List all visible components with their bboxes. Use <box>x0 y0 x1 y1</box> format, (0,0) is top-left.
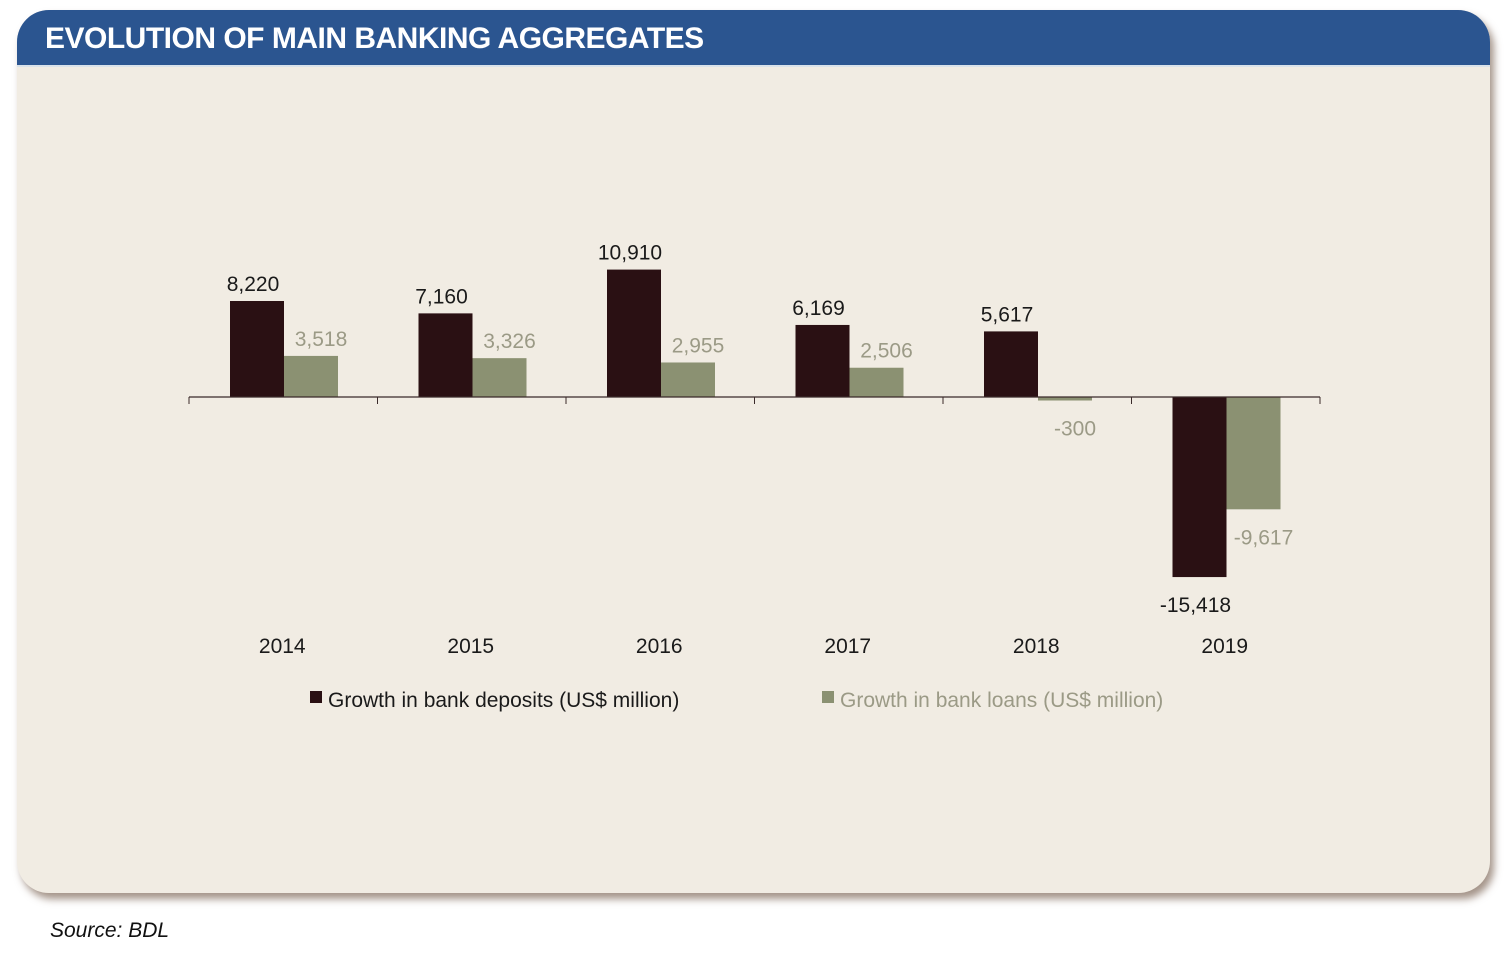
legend-label: Growth in bank deposits (US$ million) <box>328 689 679 712</box>
header-bar: EVOLUTION OF MAIN BANKING AGGREGATES <box>17 10 1490 67</box>
bar-loans-2017 <box>849 367 904 397</box>
legend-label: Growth in bank loans (US$ million) <box>840 689 1163 712</box>
data-label: -15,418 <box>1160 594 1231 617</box>
bar-loans-2016 <box>661 362 715 397</box>
data-label: -9,617 <box>1234 526 1294 549</box>
x-tick-label: 2019 <box>1201 635 1248 658</box>
bar-loans-2015 <box>472 358 527 397</box>
bar-loans-2019 <box>1226 397 1281 510</box>
data-label: 10,910 <box>598 242 662 265</box>
data-label: 8,220 <box>227 273 280 296</box>
bar-loans-2018 <box>1038 397 1092 401</box>
x-tick-label: 2016 <box>636 635 683 658</box>
data-label: 5,617 <box>981 303 1034 326</box>
bar-deposits-2015 <box>418 313 473 397</box>
data-label: 2,506 <box>860 340 913 363</box>
bar-deposits-2018 <box>984 331 1038 397</box>
bar-loans-2014 <box>284 355 338 397</box>
legend-swatch <box>822 691 834 703</box>
legend-swatch <box>310 691 322 703</box>
data-label: -300 <box>1054 418 1096 441</box>
data-label: 6,169 <box>792 297 845 320</box>
bar-deposits-2019 <box>1172 397 1227 578</box>
data-label: 7,160 <box>415 285 468 308</box>
data-label: 3,326 <box>483 330 536 353</box>
x-tick-label: 2018 <box>1013 635 1060 658</box>
bar-deposits-2014 <box>230 301 284 397</box>
chart-title: EVOLUTION OF MAIN BANKING AGGREGATES <box>45 22 704 55</box>
x-tick-label: 2017 <box>824 635 871 658</box>
bar-deposits-2017 <box>795 324 850 397</box>
data-label: 2,955 <box>672 334 725 357</box>
x-tick-label: 2015 <box>447 635 494 658</box>
source-note: Source: BDL <box>50 919 170 942</box>
bar-deposits-2016 <box>607 269 661 397</box>
data-label: 3,518 <box>295 328 348 351</box>
x-tick-label: 2014 <box>259 635 306 658</box>
